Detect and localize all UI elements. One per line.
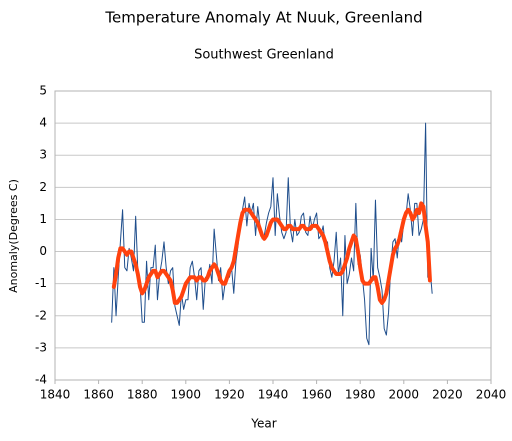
- x-tick-label: 1960: [301, 388, 332, 402]
- x-tick-label: 1940: [258, 388, 289, 402]
- x-tick-label: 2000: [389, 388, 420, 402]
- x-tick-label: 1880: [127, 388, 158, 402]
- plot-area: [54, 90, 492, 381]
- y-tick-label: 1: [39, 212, 47, 226]
- chart-title: Temperature Anomaly At Nuuk, Greenland: [104, 9, 422, 27]
- y-tick-label: -3: [35, 340, 47, 354]
- y-tick-label: 2: [39, 180, 47, 194]
- y-tick-label: -4: [35, 373, 47, 387]
- y-tick-label: 3: [39, 148, 47, 162]
- series-line: [111, 201, 432, 305]
- chart-subtitle: Southwest Greenland: [194, 48, 334, 63]
- x-tick-label: 1980: [345, 388, 376, 402]
- y-axis-label: Anomaly(Degrees C): [7, 179, 20, 293]
- y-tick-label: 5: [39, 84, 47, 98]
- y-tick-label: 4: [39, 116, 47, 130]
- x-axis-label: Year: [250, 417, 276, 431]
- y-tick-label: 0: [39, 244, 47, 258]
- y-tick-label: -1: [35, 276, 47, 290]
- y-tick-label: -2: [35, 308, 47, 322]
- x-tick-label: 1860: [83, 388, 114, 402]
- x-tick-label: 2040: [476, 388, 507, 402]
- x-tick-label: 1840: [40, 388, 71, 402]
- x-tick-label: 1920: [214, 388, 245, 402]
- series-line: [111, 122, 433, 346]
- x-tick-label: 2020: [432, 388, 463, 402]
- x-tick-label: 1900: [171, 388, 202, 402]
